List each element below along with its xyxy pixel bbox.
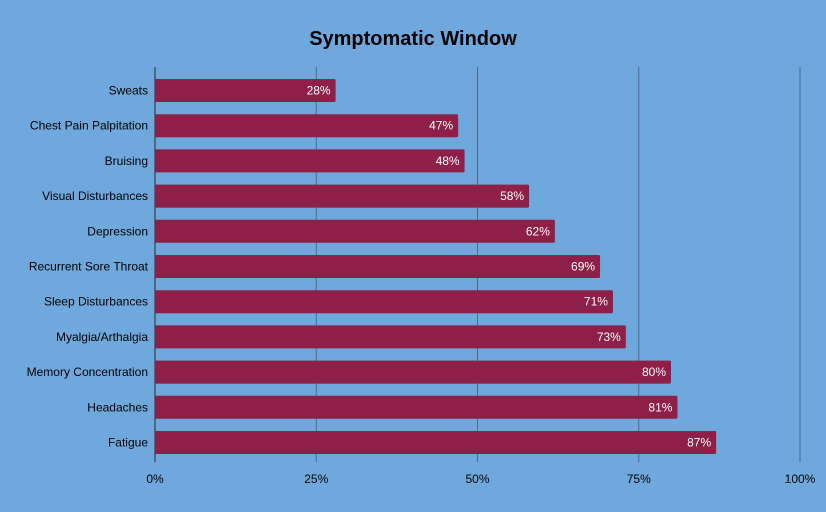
bars: 28% 47% 48% 58% 62% 69% 71% 73% 80% 81% 87% <box>155 79 717 454</box>
chart-title: Symptomatic Window <box>309 28 517 50</box>
category-label: Fatigue <box>108 436 148 450</box>
data-label: 81% <box>648 400 672 414</box>
x-tick-label: 0% <box>146 472 164 486</box>
data-label: 73% <box>597 330 621 344</box>
data-label: 80% <box>642 365 666 379</box>
x-tick-label: 25% <box>304 472 328 486</box>
category-label: Sweats <box>109 84 148 98</box>
x-tick-label: 75% <box>627 472 651 486</box>
bar <box>155 114 459 138</box>
category-label: Recurrent Sore Throat <box>29 260 149 274</box>
data-label: 28% <box>307 84 331 98</box>
bar <box>155 360 671 384</box>
category-label: Sleep Disturbances <box>44 295 148 309</box>
data-label: 62% <box>526 224 550 238</box>
category-label: Visual Disturbances <box>42 189 148 203</box>
bar <box>155 79 336 102</box>
category-label: Headaches <box>87 400 148 414</box>
data-label: 69% <box>571 260 595 274</box>
bar <box>155 395 678 419</box>
category-label: Bruising <box>105 154 148 168</box>
bar <box>155 255 601 278</box>
x-tick-label: 100% <box>785 472 816 486</box>
bar <box>155 290 613 314</box>
category-label: Depression <box>87 224 148 238</box>
data-label: 58% <box>500 189 524 203</box>
data-label: 47% <box>429 119 453 133</box>
x-tick-label: 50% <box>465 472 489 486</box>
bar <box>155 325 626 349</box>
bar <box>155 184 530 208</box>
bar <box>155 219 555 243</box>
x-axis-ticks: 0% 25% 50% 75% 100% <box>146 472 815 486</box>
data-label: 87% <box>687 436 711 450</box>
category-label: Memory Concentration <box>27 365 148 379</box>
bar <box>155 431 717 454</box>
data-label: 48% <box>436 154 460 168</box>
category-label: Chest Pain Palpitation <box>30 119 148 133</box>
category-label: Myalgia/Arthalgia <box>56 330 148 344</box>
data-label: 71% <box>584 295 608 309</box>
category-labels: Sweats Chest Pain Palpitation Bruising Visu… <box>27 84 149 450</box>
bar <box>155 149 465 173</box>
